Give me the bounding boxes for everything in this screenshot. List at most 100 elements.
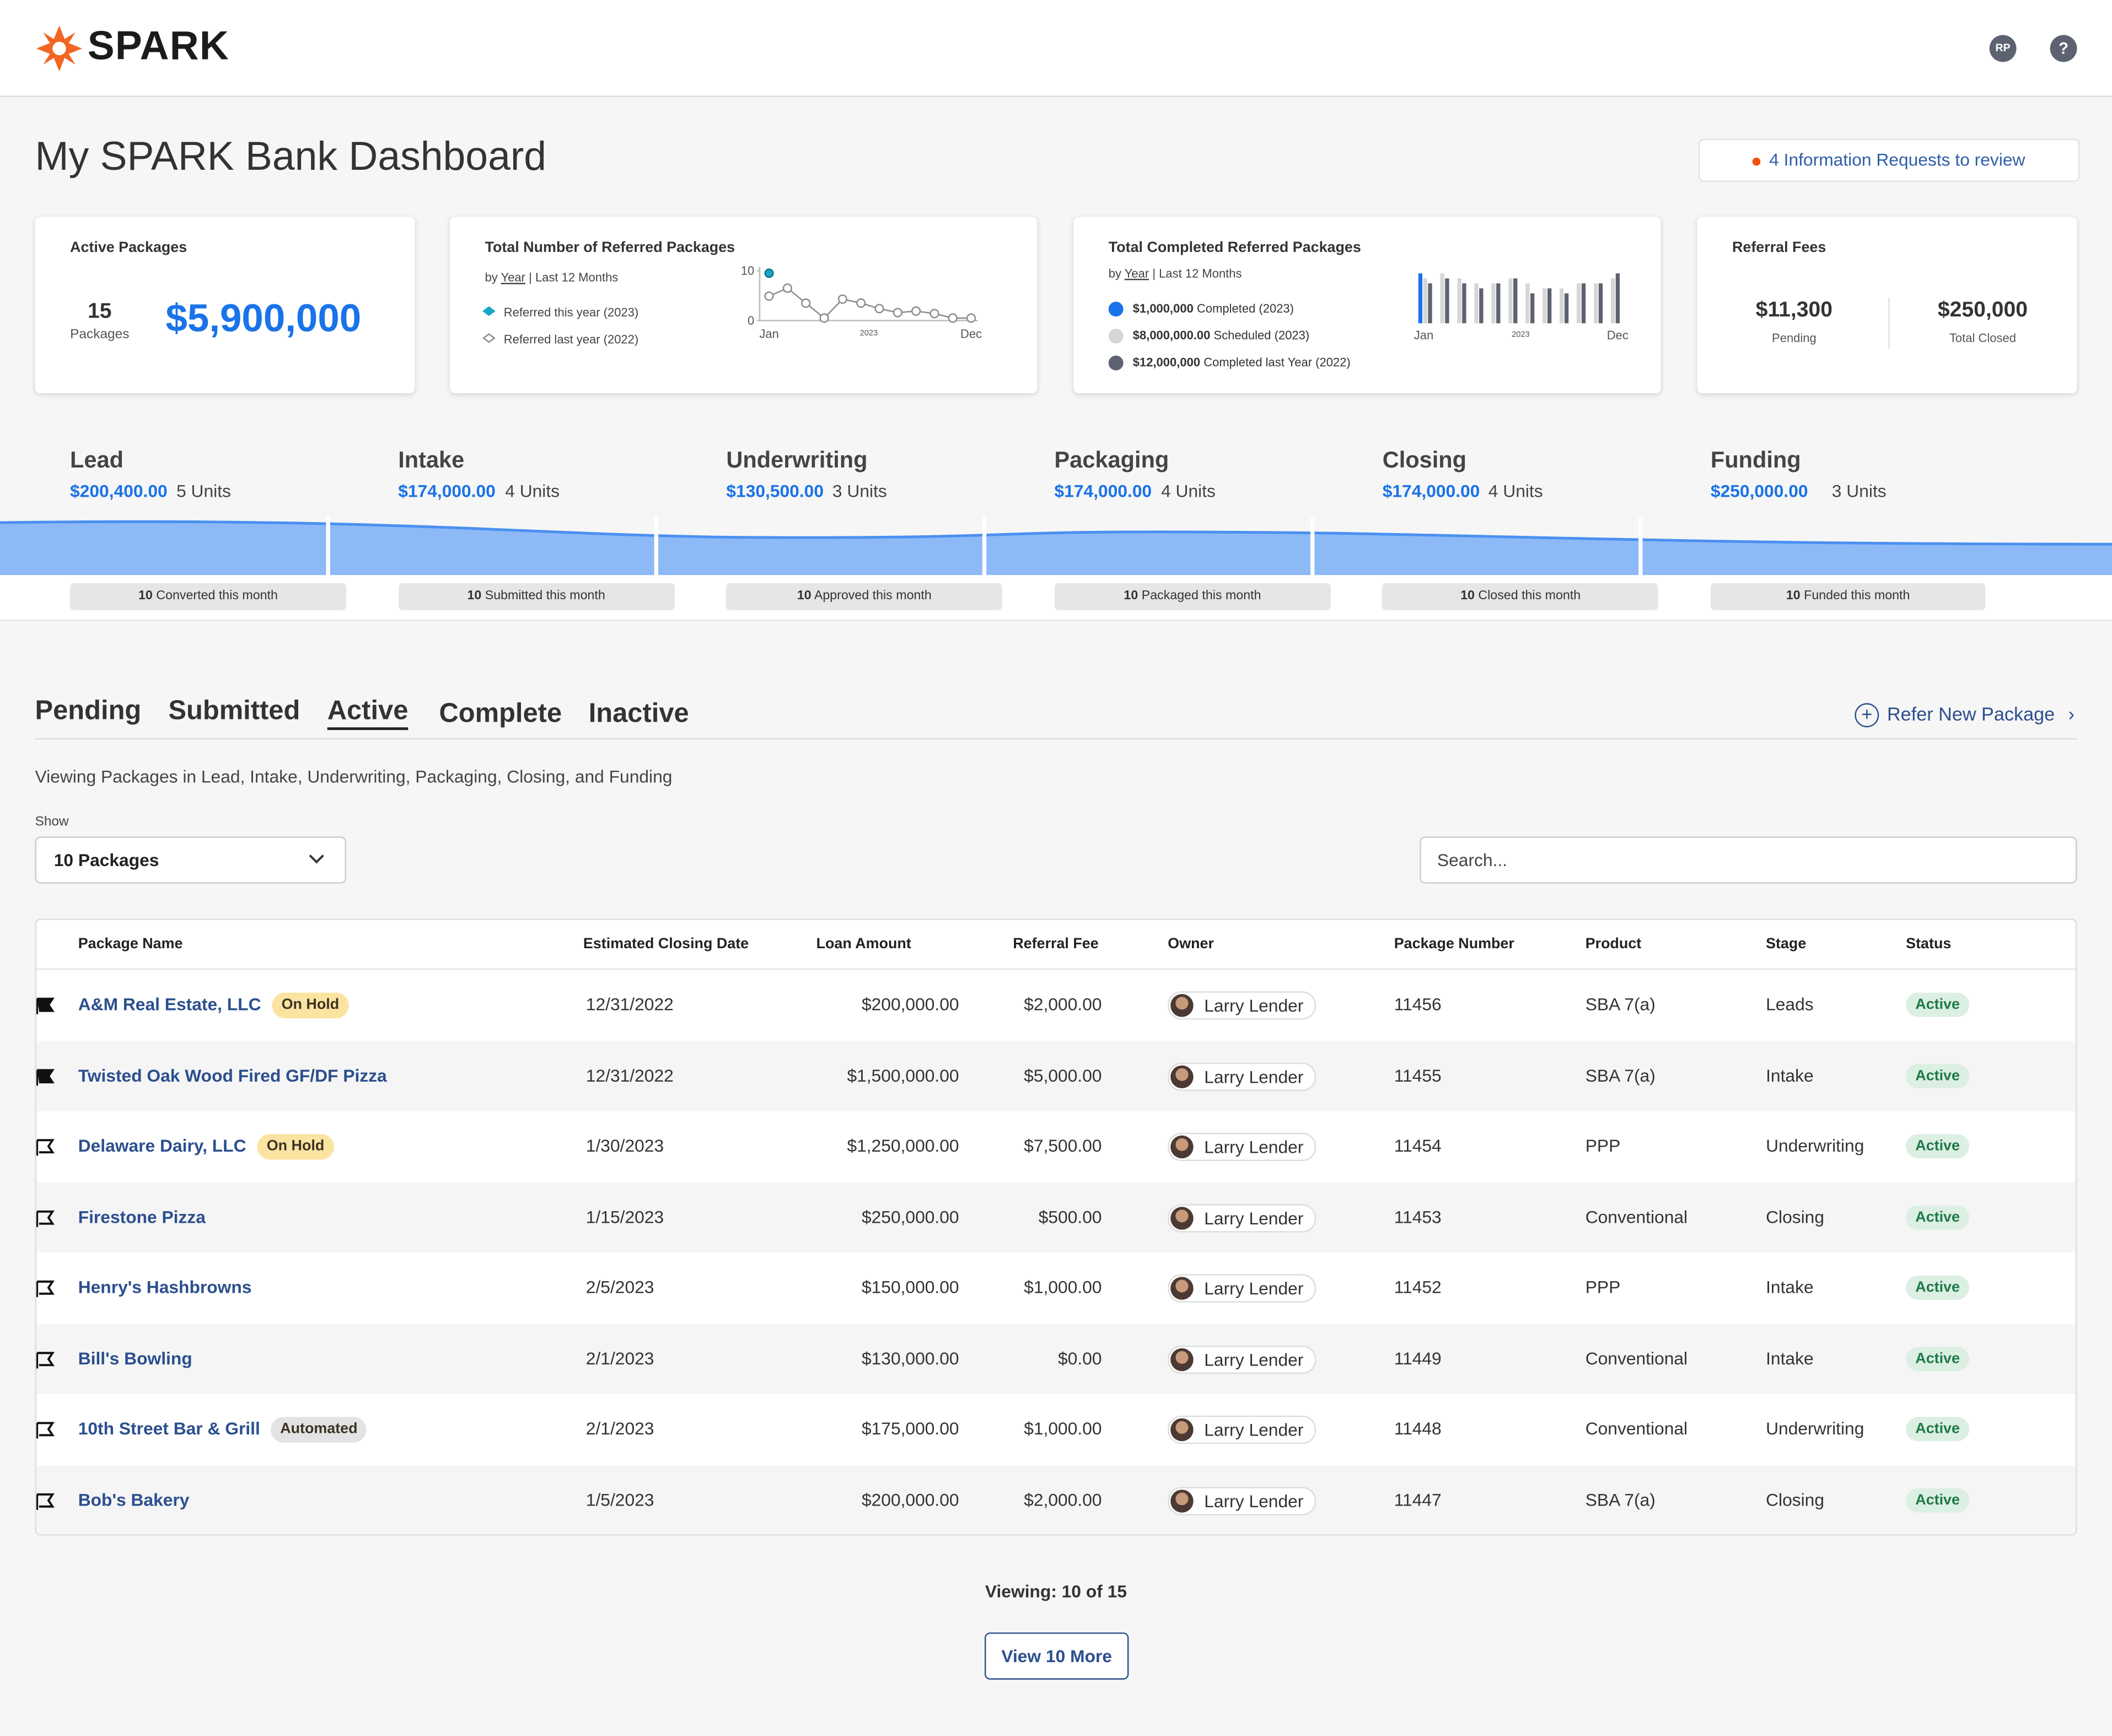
flag — [36, 1068, 55, 1085]
tab[interactable]: Submitted — [168, 696, 300, 726]
refer-new-package[interactable]: + Refer New Package › — [1855, 700, 2075, 728]
flag-icon[interactable] — [35, 1280, 57, 1298]
bar — [1428, 283, 1432, 324]
column-header: Referral Fee — [1013, 936, 1099, 953]
stage-amount: $250,000.00 — [1710, 481, 1808, 501]
period-link[interactable]: Year — [501, 271, 525, 284]
loan-amount: $1,500,000.00 — [847, 1065, 959, 1085]
owner-avatar — [1170, 1277, 1194, 1300]
note-count: 10 — [1124, 588, 1138, 604]
package-count-label: Packages — [70, 327, 130, 342]
package-number: 11454 — [1394, 1135, 1442, 1156]
bar — [1513, 278, 1518, 324]
owner-avatar — [1170, 1418, 1194, 1442]
closed-label: Total Closed — [1949, 331, 2016, 345]
completed-packages-card: Total Completed Referred Packages by Yea… — [1073, 217, 1661, 394]
view-more-button[interactable]: View 10 More — [985, 1632, 1129, 1680]
referral-fee: $0.00 — [1058, 1347, 1102, 1368]
show-select[interactable]: 10 Packages — [35, 836, 346, 884]
package-name[interactable]: Twisted Oak Wood Fired GF/DF Pizza — [78, 1065, 387, 1085]
stage-units: 5 Units — [176, 481, 231, 501]
loan-amount: $200,000.00 — [861, 1489, 959, 1509]
tab[interactable]: Complete — [439, 699, 562, 729]
referral-fee: $7,500.00 — [1024, 1135, 1102, 1156]
package-number: 11449 — [1394, 1347, 1442, 1368]
x-label: Jan — [759, 327, 778, 341]
package-name[interactable]: Bob's Bakery — [78, 1489, 190, 1509]
status-pill: Active — [1906, 1487, 1970, 1512]
tab[interactable]: Inactive — [588, 699, 689, 729]
tab[interactable]: Active — [327, 696, 409, 730]
package-name[interactable]: Henry's Hashbrowns — [78, 1277, 252, 1297]
by: by — [1108, 266, 1122, 281]
stage-amount: $174,000.00 — [398, 481, 496, 501]
period-link[interactable]: Year — [1124, 266, 1149, 281]
product: Conventional — [1585, 1206, 1688, 1227]
plus-icon: + — [1855, 703, 1879, 728]
column-header: Package Number — [1394, 936, 1514, 953]
series-point — [764, 268, 774, 278]
bar — [1423, 278, 1427, 324]
package-name[interactable]: A&M Real Estate, LLC — [78, 994, 261, 1014]
package-name[interactable]: Delaware Dairy, LLC — [78, 1135, 246, 1156]
package-name[interactable]: Firestone Pizza — [78, 1206, 206, 1227]
stage: Leads — [1766, 994, 1814, 1014]
series-point — [819, 313, 829, 323]
closing-date: 1/15/2023 — [585, 1206, 664, 1227]
column-header: Estimated Closing Date — [583, 936, 749, 953]
help-button[interactable]: ? — [2050, 35, 2077, 62]
legend-dot — [1108, 302, 1124, 317]
stage-name: Funding — [1710, 447, 1801, 473]
flag-icon[interactable] — [35, 1421, 57, 1440]
info-requests-button[interactable]: 4 Information Requests to review — [1698, 138, 2080, 182]
owner-avatar — [1170, 1489, 1194, 1512]
owner-chip: Larry Lender — [1168, 1132, 1316, 1162]
owner-chip: Larry Lender — [1168, 1274, 1316, 1303]
avatar[interactable]: RP — [1989, 35, 2017, 62]
stage-divider — [1310, 517, 1315, 577]
owner-name: Larry Lender — [1204, 1490, 1304, 1511]
series-point — [948, 313, 958, 323]
flag-icon[interactable] — [35, 1350, 57, 1369]
stage-name: Packaging — [1054, 447, 1169, 473]
tabs: Pending Submitted Active Complete Inactive — [0, 687, 2112, 741]
y-tick-label: 10 — [741, 264, 754, 277]
loan-amount: $250,000.00 — [861, 1206, 959, 1227]
product: SBA 7(a) — [1585, 1065, 1656, 1085]
owner-chip: Larry Lender — [1168, 1486, 1316, 1515]
table-row: Delaware Dairy, LLC On Hold 1/30/2023 $1,25… — [36, 1111, 2076, 1182]
series-point — [893, 308, 902, 318]
bar — [1440, 273, 1444, 324]
flag-icon[interactable] — [35, 997, 57, 1015]
package-count: 15 — [88, 300, 112, 324]
status-pill: Active — [1906, 1275, 1970, 1300]
legend-diamond — [482, 333, 496, 343]
card-title: Total Number of Referred Packages — [485, 239, 735, 256]
flag-icon[interactable] — [35, 1492, 57, 1511]
legend-dot — [1108, 329, 1124, 344]
owner-name: Larry Lender — [1204, 1066, 1304, 1087]
package-name[interactable]: Bill's Bowling — [78, 1347, 192, 1368]
page-title: My SPARK Bank Dashboard — [35, 135, 547, 179]
referral-fee: $2,000.00 — [1024, 1489, 1102, 1509]
search-input[interactable]: Search... — [1420, 836, 2077, 884]
owner-name: Larry Lender — [1204, 995, 1304, 1016]
bar — [1418, 273, 1423, 324]
legend-label: Scheduled (2023) — [1213, 329, 1310, 342]
legend-item: $1,000,000 Completed (2023) — [1108, 300, 1294, 317]
flag-icon[interactable] — [35, 1067, 57, 1086]
bar-chart: Jan 2023 Dec — [1414, 273, 1629, 342]
flag-icon[interactable] — [35, 1209, 57, 1228]
note-count: 10 — [1786, 588, 1801, 604]
tab[interactable]: Pending — [35, 696, 142, 726]
dropdown-arrow — [309, 854, 324, 864]
bar — [1525, 283, 1530, 324]
flag-icon[interactable] — [35, 1138, 57, 1157]
package-name[interactable]: 10th Street Bar & Grill — [78, 1418, 260, 1439]
info-label: Information Requests to review — [1783, 149, 2025, 170]
chevron: › — [2068, 703, 2075, 725]
stage: Closing — [1766, 1206, 1825, 1227]
loan-amount: $150,000.00 — [861, 1277, 959, 1297]
